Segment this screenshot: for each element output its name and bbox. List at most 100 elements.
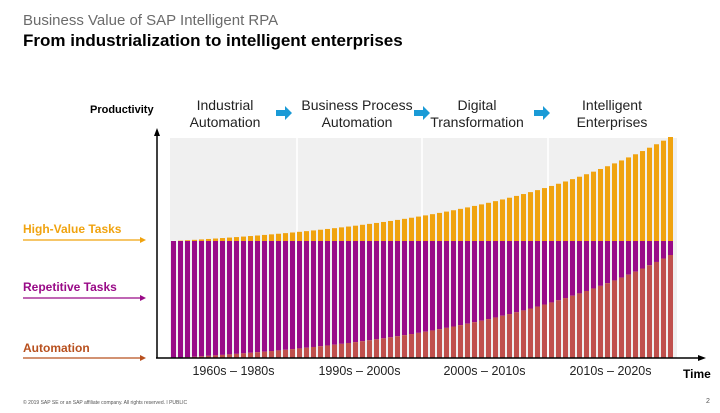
bar-automation (283, 349, 288, 358)
bar-repetitive (451, 241, 456, 327)
y-axis-arrow-icon (154, 128, 160, 136)
era-3: 2000s – 2010s (443, 364, 526, 378)
label-automation: Automation (23, 341, 90, 355)
bar-repetitive (402, 241, 407, 336)
bar-repetitive (570, 241, 575, 296)
bar-repetitive (395, 241, 400, 337)
bar-repetitive (444, 241, 449, 328)
bar-repetitive (493, 241, 498, 318)
bar-repetitive (549, 241, 554, 303)
bar-high-value (388, 220, 393, 241)
bar-high-value (241, 236, 246, 241)
bar-repetitive (472, 241, 477, 323)
bar-automation (381, 338, 386, 358)
bar-repetitive (507, 241, 512, 315)
footer-copyright: © 2019 SAP SE or an SAP affiliate compan… (23, 400, 188, 406)
bar-repetitive (297, 241, 302, 349)
bar-high-value (528, 192, 533, 241)
bar-automation (430, 330, 435, 358)
bar-automation (199, 356, 204, 358)
bar-repetitive (521, 241, 526, 311)
bar-automation (514, 312, 519, 358)
bar-automation (297, 348, 302, 358)
bar-automation (234, 353, 239, 358)
bar-high-value (430, 214, 435, 241)
bar-high-value (668, 137, 673, 241)
bar-automation (409, 334, 414, 358)
phase-arrow-icon (414, 106, 430, 120)
bar-repetitive (353, 241, 358, 343)
bar-repetitive (206, 241, 211, 356)
bar-repetitive (388, 241, 393, 338)
page-number: 2 (706, 398, 710, 405)
layer-arrow-icon (140, 237, 146, 243)
bar-high-value (402, 218, 407, 241)
phase-arrow-icon (276, 106, 292, 120)
bar-high-value (479, 204, 484, 241)
bar-repetitive (626, 241, 631, 275)
bar-repetitive (542, 241, 547, 305)
bar-automation (290, 349, 295, 358)
bar-high-value (654, 144, 659, 241)
bar-high-value (640, 151, 645, 241)
phase-business-process-automation: Business Process Automation (301, 97, 413, 130)
bar-high-value (374, 222, 379, 241)
bar-repetitive (213, 241, 218, 356)
bar-high-value (227, 237, 232, 241)
bar-high-value (206, 238, 211, 241)
bar-automation (668, 255, 673, 358)
bar-repetitive (276, 241, 281, 351)
phase-arrow-icon (534, 106, 550, 120)
bar-automation (472, 322, 477, 358)
bar-high-value (395, 219, 400, 241)
bar-repetitive (633, 241, 638, 272)
bar-repetitive (556, 241, 561, 301)
bar-high-value (234, 237, 239, 241)
bar-repetitive (668, 241, 673, 255)
bar-repetitive (465, 241, 470, 324)
bar-automation (311, 346, 316, 358)
bar-high-value (220, 238, 225, 241)
bar-automation (360, 341, 365, 358)
bar-high-value (556, 183, 561, 241)
bar-automation (584, 290, 589, 358)
bar-automation (416, 332, 421, 358)
bar-repetitive (248, 241, 253, 353)
bar-automation (227, 354, 232, 358)
bar-automation (521, 310, 526, 358)
bar-repetitive (640, 241, 645, 269)
bar-high-value (297, 231, 302, 241)
bar-high-value (409, 217, 414, 241)
bar-repetitive (486, 241, 491, 320)
era-4: 2010s – 2020s (569, 364, 652, 378)
bar-high-value (311, 230, 316, 241)
slide-title: Business Value of SAP Intelligent RPA (23, 12, 279, 29)
bar-high-value (339, 227, 344, 241)
bar-repetitive (241, 241, 246, 354)
bar-automation (395, 336, 400, 358)
bar-repetitive (185, 241, 190, 358)
bar-high-value (416, 216, 421, 241)
y-axis-label: Productivity (90, 104, 154, 116)
bar-repetitive (661, 241, 666, 259)
bar-automation (500, 315, 505, 358)
bar-automation (528, 308, 533, 358)
bar-automation (451, 326, 456, 358)
bar-high-value (353, 225, 358, 241)
bar-high-value (563, 181, 568, 241)
bar-repetitive (423, 241, 428, 332)
bar-high-value (647, 147, 652, 241)
bar-high-value (367, 223, 372, 241)
bar-repetitive (654, 241, 659, 262)
bar-high-value (192, 239, 197, 241)
bar-high-value (318, 229, 323, 241)
bar-repetitive (577, 241, 582, 294)
bar-automation (269, 351, 274, 358)
bar-automation (647, 265, 652, 358)
layer-arrow-icon (140, 355, 146, 361)
bar-automation (437, 329, 442, 358)
bar-repetitive (458, 241, 463, 326)
bar-high-value (500, 199, 505, 241)
bar-repetitive (220, 241, 225, 355)
